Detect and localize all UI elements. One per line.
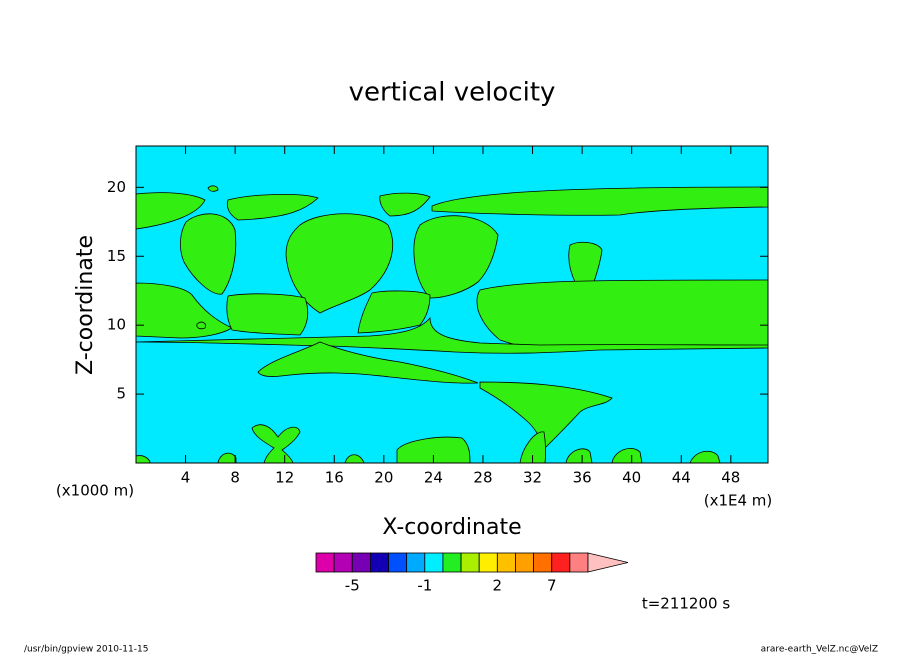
- colorbar-tick-label: -5: [345, 577, 360, 595]
- y-tick-label: 20: [107, 178, 126, 196]
- colorbar-segment: [515, 552, 535, 573]
- colorbar-segment: [496, 552, 516, 573]
- colorbar-segment: [533, 552, 553, 573]
- colorbar-segment: [388, 552, 408, 573]
- contour-regions: [135, 185, 769, 464]
- y-tick-label: 5: [116, 385, 126, 403]
- colorbar-segment: [351, 552, 371, 573]
- x-tick-label: 28: [473, 469, 492, 487]
- x-tick-label: 4: [181, 469, 191, 487]
- x-tick-label: 32: [523, 469, 542, 487]
- footer-right: arare-earth_VelZ.nc@VelZ: [761, 645, 878, 654]
- x-tick-label: 36: [573, 469, 592, 487]
- colorbar-segment: [551, 552, 571, 573]
- colorbar-tick-label: -1: [417, 577, 432, 595]
- colorbar-segment: [333, 552, 353, 573]
- time-label: t=211200 s: [642, 595, 730, 613]
- colorbar-segment: [442, 552, 462, 573]
- colorbar-tick-label: 7: [547, 577, 557, 595]
- x-unit: (x1E4 m): [704, 492, 773, 510]
- colorbar-segment: [369, 552, 389, 573]
- footer-left: /usr/bin/gpview 2010-11-15: [24, 645, 148, 654]
- y-unit: (x1000 m): [56, 482, 134, 500]
- chart-title: vertical velocity: [349, 78, 556, 108]
- x-tick-label: 12: [275, 469, 294, 487]
- colorbar-segment: [569, 552, 589, 573]
- x-tick-label: 40: [622, 469, 641, 487]
- colorbar-segment: [424, 552, 444, 573]
- colorbar-segment: [478, 552, 498, 573]
- y-tick-label: 10: [107, 316, 126, 334]
- y-tick-label: 15: [107, 247, 126, 265]
- colorbar-segment: [315, 552, 335, 573]
- x-tick-label: 24: [424, 469, 443, 487]
- x-tick-label: 44: [672, 469, 691, 487]
- x-tick-label: 16: [325, 469, 344, 487]
- y-axis-label: Z-coordinate: [73, 235, 98, 375]
- colorbar-segment: [460, 552, 480, 573]
- colorbar-tick-label: 2: [493, 577, 503, 595]
- colorbar-segment: [406, 552, 426, 573]
- plot-frame: [135, 145, 769, 464]
- x-tick-label: 48: [721, 469, 740, 487]
- x-tick-label: 20: [374, 469, 393, 487]
- x-tick-label: 8: [230, 469, 240, 487]
- x-axis-label: X-coordinate: [382, 515, 521, 540]
- colorbar-arrow: [587, 552, 629, 573]
